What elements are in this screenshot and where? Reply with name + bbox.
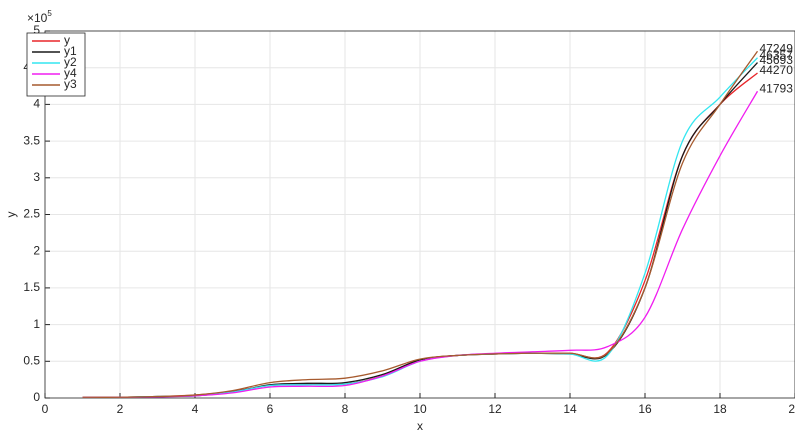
y-tick-label: 2 (33, 243, 40, 257)
plot-frame (44, 30, 795, 399)
y-exponent-power: 5 (47, 9, 52, 18)
x-tick-label: 6 (267, 402, 274, 416)
y-tick-label: 0.5 (23, 353, 40, 367)
end-label: 45693 (760, 53, 794, 67)
x-tick-label: 16 (638, 402, 652, 416)
end-label: 44270 (760, 63, 794, 77)
legend-label: y2 (64, 55, 77, 69)
x-tick-label: 8 (342, 402, 349, 416)
y-tick-label: 1.5 (23, 280, 40, 294)
y-exponent-base: ×10 (27, 11, 48, 25)
x-axis-label: x (417, 419, 423, 430)
legend-label: y4 (64, 66, 77, 80)
legend-label: y (64, 33, 70, 47)
y-tick-label: 4 (33, 97, 40, 111)
x-tick-label: 0 (42, 402, 49, 416)
legend-label: y1 (64, 44, 77, 58)
x-tick-label: 4 (192, 402, 199, 416)
y-tick-label: 2.5 (23, 207, 40, 221)
y-tick-label: 5 (33, 23, 40, 37)
x-tick-label: 2 (117, 402, 124, 416)
x-tick-label: 10 (413, 402, 427, 416)
y-exponent: ×105 (27, 9, 52, 25)
y-tick-label: 1 (33, 317, 40, 331)
x-tick-label: 20 (788, 402, 795, 416)
x-tick-label: 18 (713, 402, 727, 416)
legend-label: y3 (64, 77, 77, 91)
y-tick-label: 3 (33, 170, 40, 184)
end-label: 46357 (760, 48, 794, 62)
end-label: 41793 (760, 81, 794, 95)
x-tick-label: 14 (563, 402, 577, 416)
end-label: 47249 (760, 41, 794, 55)
y-tick-label: 0 (33, 390, 40, 404)
y-axis-label: y (4, 212, 18, 218)
series-line (82, 50, 759, 398)
x-tick-label: 12 (488, 402, 502, 416)
y-tick-label: 3.5 (23, 133, 40, 147)
series-line (82, 90, 759, 398)
